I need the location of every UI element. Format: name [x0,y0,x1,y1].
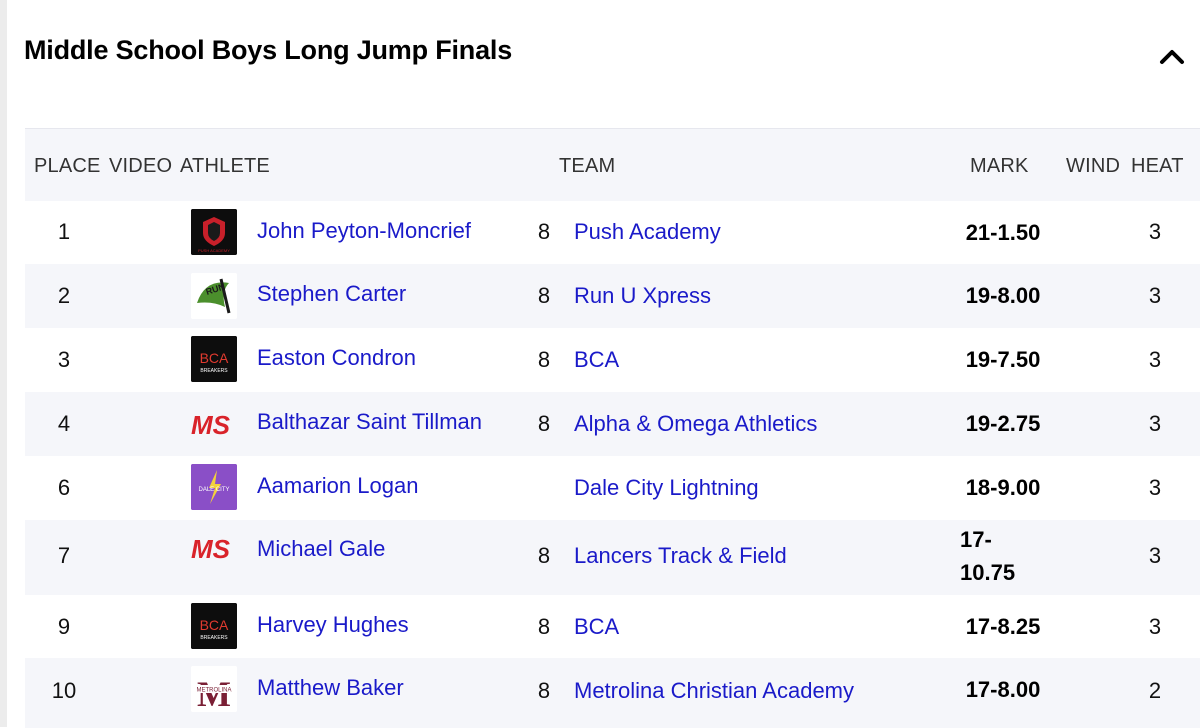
heat-value: 3 [1148,614,1162,639]
place-value: 7 [57,543,71,568]
place-value: 1 [57,219,71,244]
athlete-link[interactable]: Aamarion Logan [257,473,419,498]
team-link[interactable]: Dale City Lightning [574,475,759,500]
push-logo-text: PUSH ACADEMY [198,248,230,253]
grade-value: 8 [537,543,551,568]
header-place[interactable]: PLACE [34,155,101,177]
athlete-link[interactable]: Matthew Baker [257,675,404,700]
header-heat[interactable]: HEAT [1131,155,1184,177]
team-link[interactable]: Lancers Track & Field [574,543,787,568]
left-rail [0,0,7,727]
bca-logo: BCA BREAKERS [191,603,237,649]
event-title: Middle School Boys Long Jump Finals [24,35,513,65]
mark-value: 21-1.50 [965,220,1041,245]
team-link[interactable]: BCA [574,347,620,372]
table-row: 10 M METROLINA Matthew Baker 8 Metrolina… [25,658,1200,724]
table-row: 3 BCA BREAKERS Easton Condron 8 BCA 19-7… [25,328,1200,392]
grade-value: 8 [537,219,551,244]
athlete-link[interactable]: Harvey Hughes [257,612,409,637]
team-link[interactable]: Push Academy [574,219,721,244]
mark-line: 10.75 [960,560,1016,585]
team-link[interactable]: BCA [574,614,620,639]
header-athlete[interactable]: ATHLETE [180,155,270,177]
team-link[interactable]: Run U Xpress [574,283,711,308]
table-row: 4 MS Balthazar Saint Tillman 8 Alpha & O… [25,392,1200,456]
place-value: 2 [57,283,71,308]
results-panel: Middle School Boys Long Jump Finals PLAC… [7,0,1200,728]
push-academy-logo: PUSH ACADEMY [191,209,237,255]
header-team[interactable]: TEAM [559,155,616,177]
grade-value: 8 [537,614,551,639]
table-row: 6 DALE CITY Aamarion Logan Dale City Lig… [25,456,1200,520]
mark-value: 17-8.25 [965,614,1041,639]
heat-value: 3 [1148,283,1162,308]
team-link[interactable]: Alpha & Omega Athletics [574,411,818,436]
chevron-up-icon [1160,50,1184,64]
ms-logo-text: MS [191,534,231,564]
mark-value: 19-2.75 [965,411,1041,436]
place-value: 10 [51,678,77,703]
header-mark[interactable]: MARK [970,155,1029,177]
table-row: 7 MS Michael Gale 8 Lancers Track & Fiel… [25,520,1200,595]
mark-value: 18-9.00 [965,475,1041,500]
grade-value: 8 [537,347,551,372]
bca-logo-subtext: BREAKERS [200,635,228,641]
table-row: 9 BCA BREAKERS Harvey Hughes 8 BCA 17-8.… [25,595,1200,658]
mark-value: 19-8.00 [965,283,1041,308]
place-value: 3 [57,347,71,372]
event-header[interactable]: Middle School Boys Long Jump Finals [7,0,1200,105]
grade-value: 8 [537,411,551,436]
athlete-link[interactable]: Easton Condron [257,345,416,370]
bca-logo-text: BCA [200,350,229,366]
heat-value: 3 [1148,475,1162,500]
ms-logo: MS [191,525,237,571]
heat-value: 3 [1148,543,1162,568]
place-value: 9 [57,614,71,639]
heat-value: 3 [1148,411,1162,436]
ms-logo-text: MS [191,410,231,440]
bca-logo: BCA BREAKERS [191,336,237,382]
grade-value: 8 [537,283,551,308]
header-wind: WIND [1066,155,1121,177]
athlete-link[interactable]: Stephen Carter [257,281,407,306]
run-u-xpress-logo: RUN [191,273,237,319]
collapse-button[interactable] [1157,42,1187,72]
bca-logo-text: BCA [200,617,229,633]
team-link[interactable]: Metrolina Christian Academy [574,678,855,703]
dale-city-logo: DALE CITY [191,464,237,510]
table-row: 1 PUSH ACADEMY John Peyton-Moncrief 8 Pu… [25,201,1200,264]
metrolina-logo-text: METROLINA [196,688,231,694]
athlete-link[interactable]: Balthazar Saint Tillman [257,409,482,434]
mark-value: 17-8.00 [965,677,1041,702]
mark-value: 19-7.50 [965,347,1041,372]
heat-value: 3 [1148,347,1162,372]
dale-logo-text: DALE CITY [198,487,229,493]
heat-value: 3 [1148,219,1162,244]
place-value: 4 [57,411,71,436]
mark-line: 17- [960,527,992,552]
heat-value: 2 [1148,678,1162,703]
mark-value: 17- 10.75 [960,523,1040,589]
athlete-link[interactable]: John Peyton-Moncrief [257,218,471,243]
bca-logo-subtext: BREAKERS [200,368,228,374]
header-video: VIDEO [109,155,173,177]
grade-value: 8 [537,678,551,703]
metrolina-logo: M METROLINA [191,666,237,712]
athlete-link[interactable]: Michael Gale [257,536,386,561]
ms-logo: MS [191,401,237,447]
results-table: PLACE VIDEO ATHLETE TEAM MARK WIND HEAT … [25,128,1200,728]
table-row: 2 RUN Stephen Carter 8 Run U Xpress 19-8… [25,264,1200,328]
place-value: 6 [57,475,71,500]
